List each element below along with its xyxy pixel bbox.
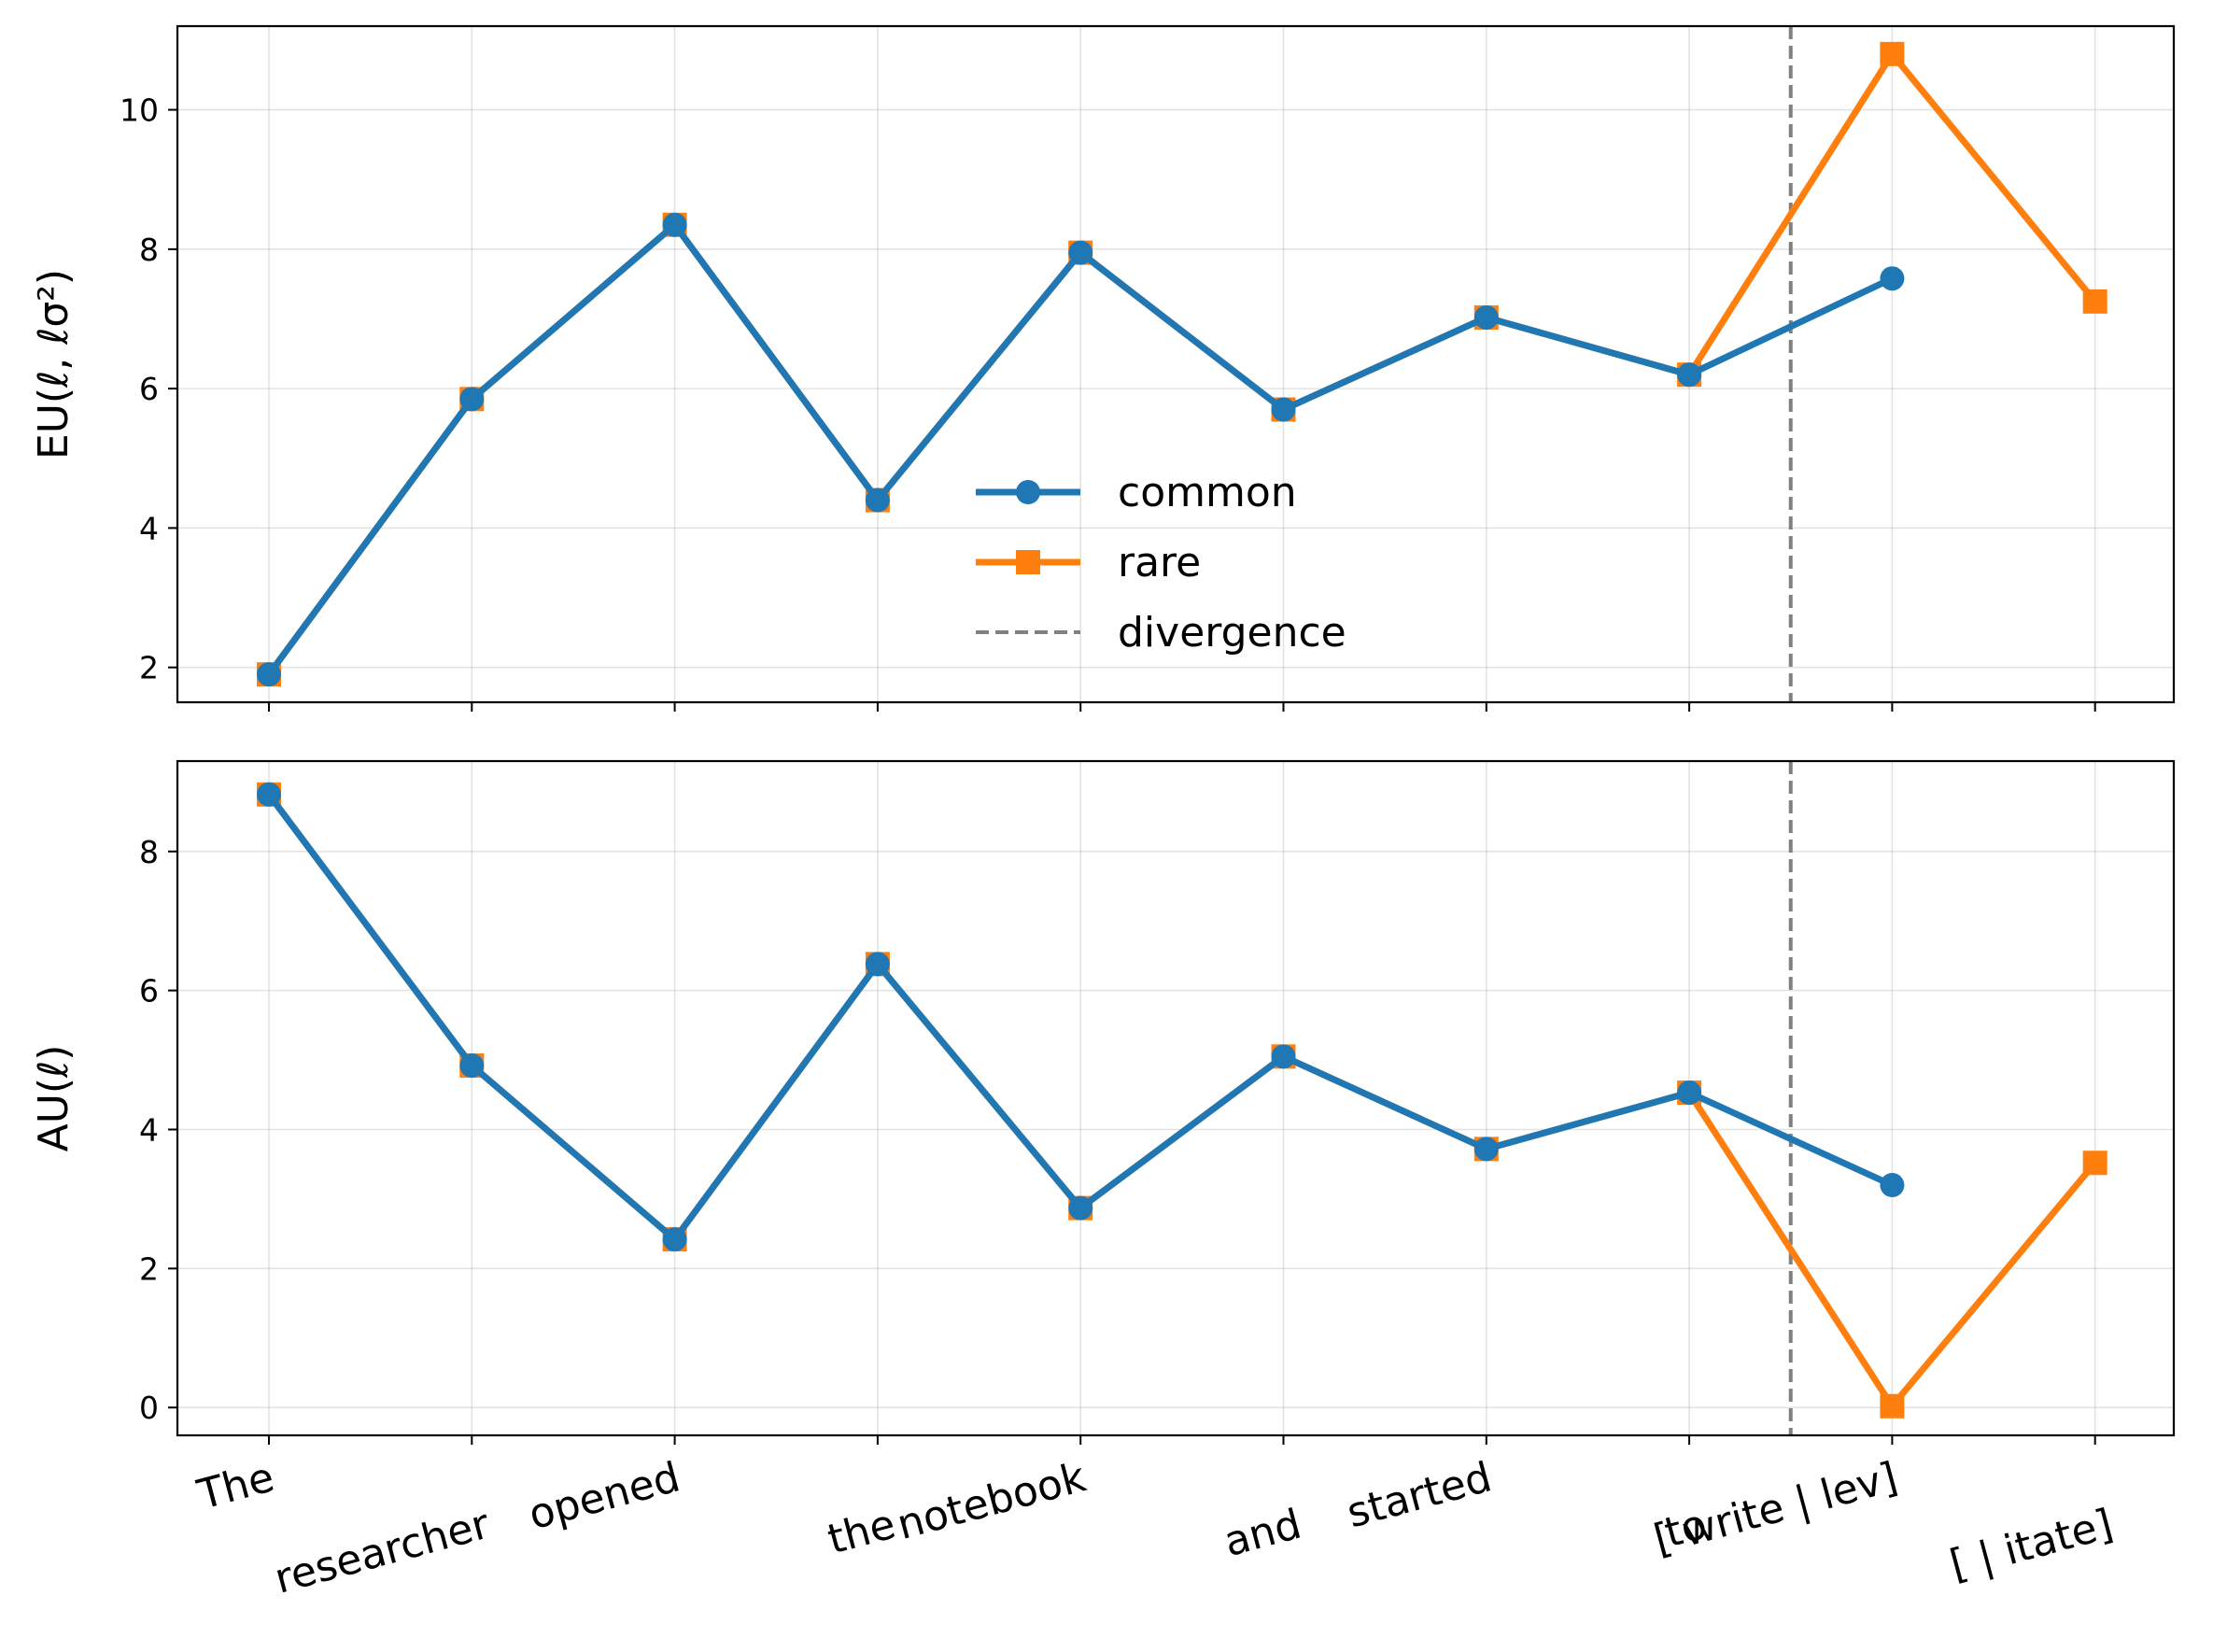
x-tick-label-text: [ | itate] bbox=[1945, 1501, 2118, 1589]
marker-common bbox=[1271, 397, 1296, 422]
y-tick-label: 8 bbox=[139, 232, 159, 268]
legend-label-rare: rare bbox=[1118, 539, 1201, 586]
marker-common bbox=[1473, 304, 1499, 330]
legend-label-common: common bbox=[1118, 469, 1297, 516]
marker-common bbox=[1880, 1173, 1905, 1198]
y-tick-label: 6 bbox=[139, 973, 159, 1010]
y-tick-label: 2 bbox=[139, 650, 159, 686]
y-tick-label: 0 bbox=[139, 1390, 159, 1426]
marker-rare bbox=[2082, 289, 2107, 314]
x-tick-label: [ write | lev] bbox=[1649, 1453, 1902, 1563]
y-axis-title: AU(ℓ) bbox=[30, 1045, 78, 1152]
marker-common bbox=[1473, 1137, 1499, 1162]
x-tick-label: notebook bbox=[892, 1453, 1091, 1549]
marker-common bbox=[257, 782, 281, 807]
x-tick-label: and bbox=[1219, 1501, 1306, 1567]
y-tick-label: 8 bbox=[139, 834, 159, 870]
marker-common bbox=[1677, 1080, 1702, 1106]
x-tick-label: [ | itate] bbox=[1945, 1501, 2118, 1589]
marker-rare bbox=[1880, 41, 1905, 66]
x-tick-label-text: opened bbox=[524, 1453, 684, 1539]
y-tick-label: 10 bbox=[120, 92, 159, 129]
axes-frame bbox=[176, 24, 2176, 704]
x-tick-label-text: started bbox=[1342, 1453, 1496, 1537]
marker-common bbox=[257, 662, 281, 687]
marker-common bbox=[662, 212, 687, 237]
y-axis-title: EU(ℓ, ℓσ²) bbox=[30, 269, 78, 459]
x-tick-label-text: notebook bbox=[892, 1453, 1091, 1549]
y-tick-label: 4 bbox=[139, 510, 159, 546]
marker-common bbox=[1677, 362, 1702, 388]
panel-bottom: 0 2 4 6 8 AU(ℓ) bbox=[30, 759, 2176, 1445]
x-tick-label-text: the bbox=[823, 1501, 900, 1564]
marker-common bbox=[459, 387, 485, 412]
x-tick-label-text: [ write | lev] bbox=[1649, 1453, 1902, 1563]
panel-top: 2 4 6 8 10 EU(ℓ, ℓσ²) bbox=[30, 24, 2176, 712]
legend: common rare divergence bbox=[976, 469, 1346, 657]
x-tick-label: The bbox=[192, 1453, 279, 1519]
x-tick-label: opened bbox=[524, 1453, 684, 1539]
legend-label-divergence: divergence bbox=[1118, 609, 1346, 657]
y-tick-label: 6 bbox=[139, 371, 159, 407]
marker-common bbox=[1880, 266, 1905, 291]
x-tick-label-text: The bbox=[192, 1453, 279, 1519]
y-tick-label: 2 bbox=[139, 1250, 159, 1287]
y-tick-label: 4 bbox=[139, 1111, 159, 1148]
marker-common bbox=[1068, 240, 1093, 265]
marker-common bbox=[1271, 1044, 1296, 1069]
legend-marker-common bbox=[1016, 480, 1040, 504]
x-tick-label: the bbox=[823, 1501, 900, 1564]
marker-common bbox=[662, 1227, 687, 1252]
legend-marker-rare bbox=[1016, 550, 1040, 574]
x-tick-label: started bbox=[1342, 1453, 1496, 1537]
x-tick-label-text: researcher bbox=[270, 1500, 496, 1603]
series-line-rare bbox=[266, 792, 2098, 1410]
marker-common bbox=[459, 1053, 485, 1079]
axes-frame bbox=[176, 759, 2176, 1437]
marker-common bbox=[1068, 1195, 1093, 1221]
marker-rare bbox=[2082, 1151, 2107, 1176]
marker-common bbox=[865, 952, 890, 977]
marker-rare bbox=[1880, 1393, 1905, 1419]
marker-common bbox=[865, 487, 890, 513]
x-tick-label: researcher bbox=[270, 1500, 496, 1603]
x-tick-label-text: and bbox=[1219, 1501, 1306, 1567]
